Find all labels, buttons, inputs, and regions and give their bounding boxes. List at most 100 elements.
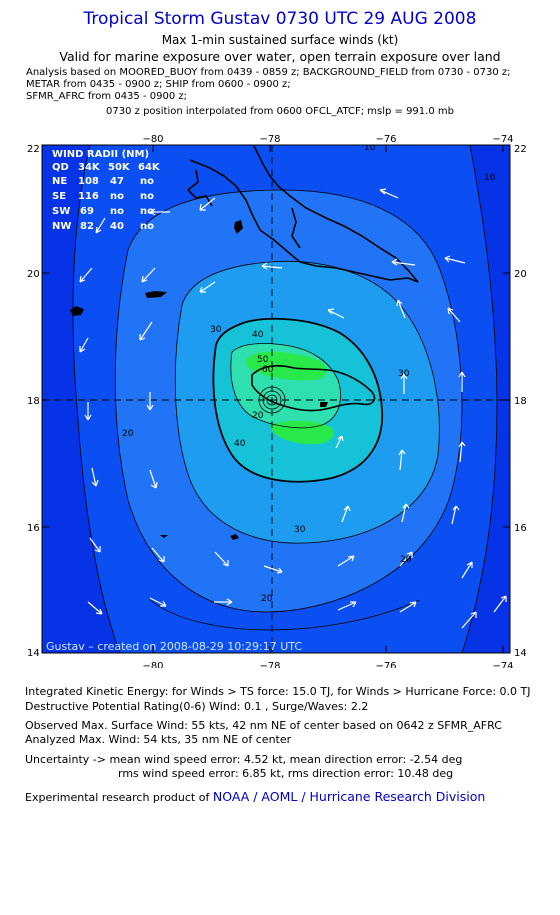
- cuba-coastline: [189, 159, 419, 283]
- wind-arrow: [493, 595, 507, 613]
- wind-radii-cell: 116: [78, 191, 99, 202]
- credit-prefix: Experimental research product of: [25, 791, 210, 804]
- analysis-line: METAR from 0435 - 0900 z; SHIP from 0600…: [26, 79, 291, 90]
- analysis-line: Analysis based on MOORED_BUOY from 0439 …: [26, 67, 511, 78]
- position-note: 0730 z position interpolated from 0600 O…: [106, 106, 454, 117]
- wind-arrow: [149, 597, 167, 607]
- analysis-line: SFMR_AFRC from 0435 - 0900 z;: [26, 91, 187, 102]
- uncertainty-rms: rms wind speed error: 6.85 kt, rms direc…: [118, 767, 454, 780]
- contour-label: 50: [257, 355, 269, 365]
- cuba-coastline: [186, 169, 213, 207]
- wind-arrow: [199, 197, 216, 211]
- wind-radii-cell: SE: [52, 191, 66, 202]
- wind-radii-header: 64K: [138, 162, 161, 173]
- y-tick-left: 22: [27, 144, 40, 155]
- y-tick-right: 20: [514, 269, 527, 280]
- wind-radii-cell: 69: [80, 206, 94, 217]
- validity-note: Valid for marine exposure over water, op…: [59, 49, 501, 64]
- island: [70, 306, 84, 316]
- wind-arrow: [451, 505, 460, 525]
- x-tick-bottom: −78: [259, 661, 280, 668]
- wind-arrow: [458, 441, 466, 463]
- contour-50: [230, 343, 341, 429]
- contour-40: [212, 317, 384, 483]
- wind-arrow: [151, 547, 165, 563]
- wind-arrow: [79, 267, 93, 283]
- island: [160, 535, 168, 538]
- wind-radii-header: 34K: [78, 162, 101, 173]
- ike-summary: Integrated Kinetic Energy: for Winds > T…: [25, 685, 531, 698]
- plot-frame: [41, 144, 511, 654]
- y-tick-right: 14: [514, 648, 527, 659]
- wind-arrow: [214, 598, 233, 606]
- wind-arrow: [401, 503, 410, 523]
- wind-arrow: [261, 262, 283, 270]
- contour-label: 10: [484, 173, 496, 183]
- x-tick-top: −76: [375, 134, 396, 145]
- contour-10-west: [72, 145, 121, 653]
- wind-arrow: [399, 601, 417, 613]
- contour-label: 20: [252, 411, 264, 421]
- island: [145, 291, 167, 298]
- contour-20: [114, 189, 463, 613]
- wind-arrow: [337, 555, 355, 567]
- contour-20-south: [149, 599, 421, 631]
- wind-arrow: [396, 299, 406, 319]
- wind-radii-cell: no: [140, 206, 154, 217]
- island: [230, 534, 239, 540]
- wind-arrow: [84, 402, 92, 421]
- wind-arrow: [400, 373, 408, 394]
- wind-radii-title: WIND RADII (NM): [52, 149, 149, 160]
- wind-arrow: [461, 611, 477, 629]
- wind-arrow: [335, 435, 344, 449]
- contour-30: [174, 260, 440, 544]
- x-tick-top: −80: [142, 134, 163, 145]
- y-tick-right: 22: [514, 144, 527, 155]
- uncertainty-mean: Uncertainty -> mean wind speed error: 4.…: [25, 753, 463, 766]
- jamaica-coastline: [251, 365, 376, 412]
- wind-radii-table: WIND RADII (NM) QD 34K 50K 64K NE 108 47…: [52, 149, 161, 232]
- y-tick-left: 20: [27, 269, 40, 280]
- x-tick-bottom: −74: [492, 661, 513, 668]
- wind-arrow: [444, 255, 466, 264]
- wind-arrow: [199, 281, 216, 293]
- wind-arrow: [91, 467, 99, 487]
- contour-label: 20: [261, 594, 273, 604]
- wind-arrow: [447, 307, 461, 323]
- wind-arrow: [139, 321, 153, 341]
- x-tick-bottom: −76: [375, 661, 396, 668]
- wind-arrow: [379, 188, 399, 199]
- contour-10-east: [461, 145, 498, 653]
- contour-label: 30: [210, 325, 222, 335]
- credit-line: Experimental research product of NOAA / …: [25, 789, 485, 804]
- wind-radii-header: 50K: [108, 162, 131, 173]
- wind-arrow: [214, 551, 229, 567]
- cuba-coastline: [291, 207, 301, 249]
- wind-arrow: [89, 537, 101, 553]
- y-tick-left: 18: [27, 396, 40, 407]
- page-title: Tropical Storm Gustav 0730 UTC 29 AUG 20…: [83, 9, 477, 29]
- wind-arrow: [399, 551, 413, 567]
- wind-arrow: [146, 392, 154, 411]
- x-tick-top: −74: [492, 134, 513, 145]
- wind-radii-cell: 82: [80, 221, 94, 232]
- wind-radii-cell: NE: [52, 176, 67, 187]
- wind-radii-cell: SW: [52, 206, 70, 217]
- wind-radii-cell: no: [140, 176, 154, 187]
- credit-org-link[interactable]: NOAA / AOML / Hurricane Research Divisio…: [212, 789, 486, 804]
- wind-radii-cell: no: [110, 191, 124, 202]
- wind-arrow: [263, 565, 283, 574]
- wind-arrow: [341, 505, 351, 523]
- subtitle: Max 1-min sustained surface winds (kt): [161, 33, 399, 47]
- wind-radii-cell: no: [140, 221, 154, 232]
- island: [320, 402, 328, 407]
- wind-arrow: [391, 258, 416, 266]
- wind-radii-header: QD: [52, 162, 69, 173]
- destructive-potential: Destructive Potential Rating(0-6) Wind: …: [25, 700, 369, 713]
- contour-label: 30: [294, 525, 306, 535]
- x-tick-bottom: −80: [142, 661, 163, 668]
- axis-ticks: [42, 145, 510, 653]
- wind-arrow: [398, 449, 406, 471]
- cuba-coastline: [253, 145, 419, 283]
- wind-arrow: [458, 371, 466, 392]
